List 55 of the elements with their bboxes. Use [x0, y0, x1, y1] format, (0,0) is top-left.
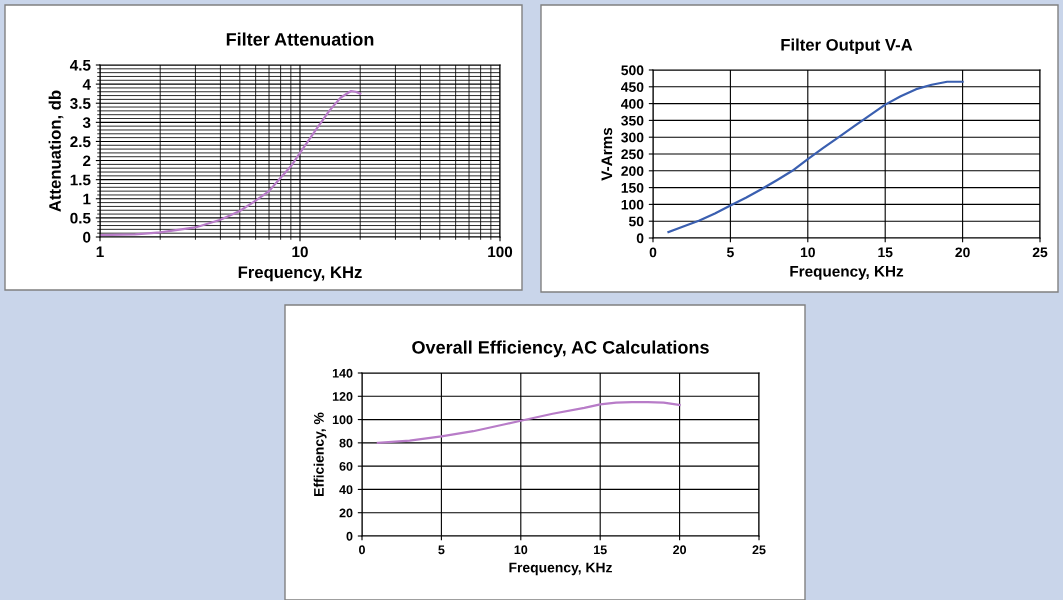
y-tick-label: 450 [621, 82, 644, 92]
y-tick-label: 3 [82, 117, 91, 129]
y-tick-label: 80 [339, 438, 353, 448]
x-tick-label: 10 [514, 545, 528, 555]
y-tick-label: 0.5 [70, 212, 91, 224]
x-axis-title: Frequency, KHz [790, 266, 904, 280]
y-axis-title: V-Arms [601, 127, 613, 181]
x-tick-label: 25 [1032, 247, 1048, 258]
x-tick-label: 10 [800, 247, 815, 258]
x-tick-label: 20 [955, 247, 970, 258]
y-tick-label: 250 [621, 149, 644, 160]
y-tick-label: 350 [621, 115, 644, 126]
y-tick-label: 1.5 [70, 174, 91, 186]
x-tick-label: 5 [438, 545, 445, 555]
y-tick-label: 200 [621, 166, 644, 176]
x-tick-label: 25 [752, 545, 766, 555]
x-tick-label: 15 [594, 545, 607, 555]
x-tick-label: 0 [649, 247, 657, 258]
x-tick-label: 10 [292, 246, 308, 258]
chart-title: Filter Attenuation [226, 32, 374, 46]
y-tick-label: 20 [339, 508, 353, 518]
y-tick-label: 2 [83, 155, 91, 167]
y-axis-title: Efficiency, % [313, 412, 327, 496]
y-tick-label: 150 [621, 182, 644, 193]
y-tick-label: 400 [621, 98, 644, 109]
y-axis-title: Attenuation, db [48, 90, 64, 212]
x-tick-label: 100 [488, 246, 513, 258]
chart-title: Overall Efficiency, AC Calculations [412, 340, 709, 358]
x-tick-label: 1 [96, 246, 104, 258]
y-tick-label: 120 [332, 392, 353, 401]
y-tick-label: 0 [346, 531, 353, 541]
chart-title: Filter Output V-A [781, 38, 913, 55]
y-tick-label: 0 [83, 231, 91, 243]
y-tick-label: 100 [621, 199, 644, 210]
line-series [376, 401, 681, 444]
x-axis-title: Frequency, KHz [509, 562, 612, 576]
y-tick-label: 4.5 [69, 60, 91, 71]
y-tick-label: 0 [636, 233, 644, 244]
y-tick-label: 300 [621, 132, 644, 143]
y-tick-label: 2.5 [70, 136, 91, 148]
y-tick-label: 4 [82, 79, 91, 90]
line-series [667, 80, 964, 234]
y-tick-label: 1 [83, 193, 91, 205]
y-tick-label: 3.5 [70, 98, 91, 109]
y-tick-label: 500 [621, 65, 644, 76]
x-tick-label: 20 [673, 545, 687, 555]
x-axis-title: Frequency, KHz [238, 266, 362, 282]
x-tick-label: 15 [878, 247, 893, 258]
x-tick-label: 0 [359, 545, 365, 555]
x-tick-label: 5 [726, 247, 734, 258]
y-tick-label: 140 [332, 368, 353, 378]
y-tick-label: 40 [339, 485, 353, 495]
y-tick-label: 50 [628, 216, 644, 227]
y-tick-label: 100 [332, 415, 353, 425]
y-tick-label: 60 [339, 461, 353, 471]
